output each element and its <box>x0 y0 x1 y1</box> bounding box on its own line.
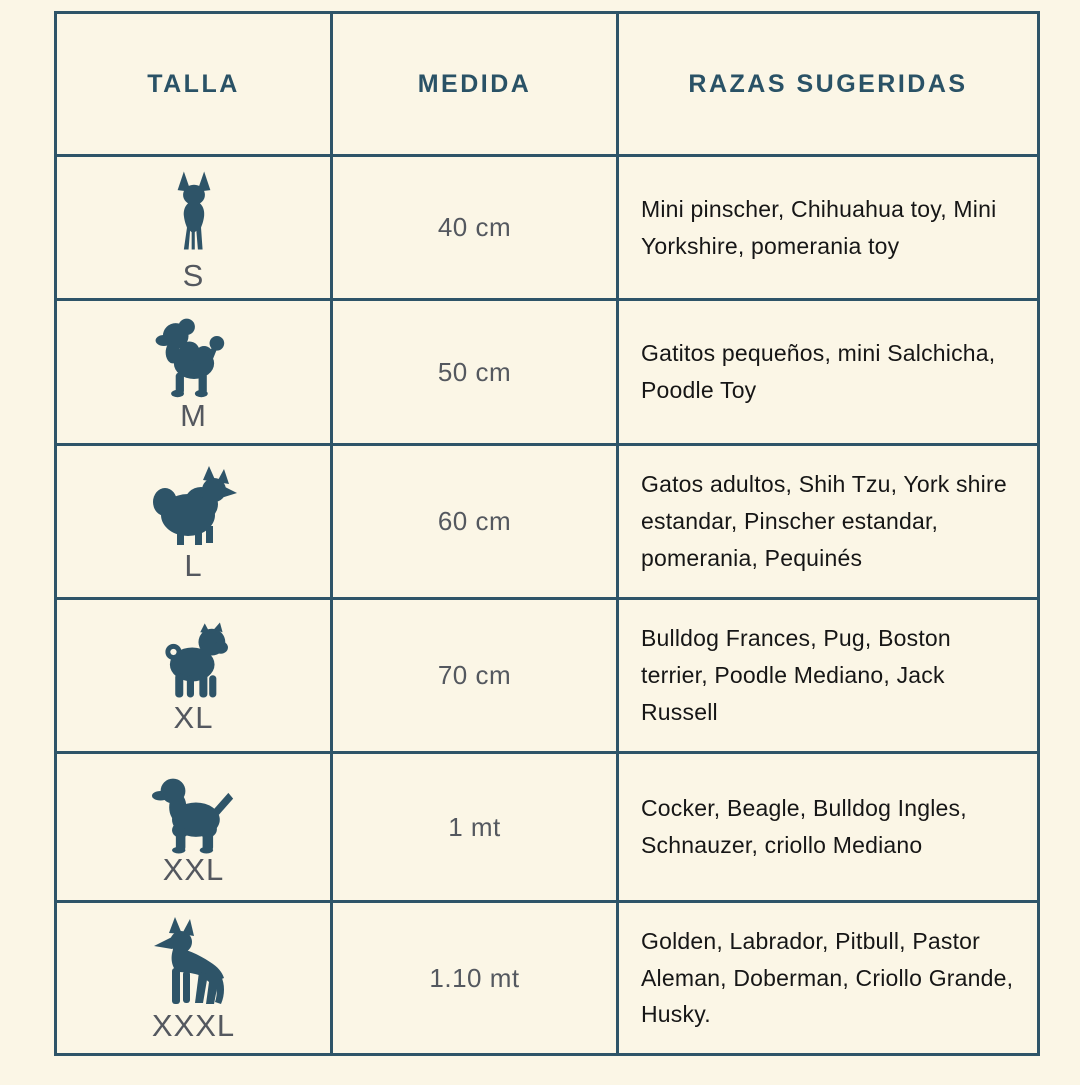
chihuahua-dog-icon <box>155 164 233 260</box>
size-chart-table: TALLA MEDIDA RAZAS SUGERIDAS S 40 cm Min… <box>54 11 1040 1056</box>
measure-value: 40 cm <box>437 212 512 242</box>
size-label: L <box>184 548 203 583</box>
breeds-text: Cocker, Beagle, Bulldog Ingles, Schnauze… <box>641 795 967 858</box>
german-shepherd-dog-icon <box>144 916 244 1010</box>
measure-value: 1.10 mt <box>429 962 520 993</box>
size-label: S <box>182 258 205 293</box>
pug-dog-icon <box>149 618 239 702</box>
measure-value: 1 mt <box>448 811 501 842</box>
column-header-medida: MEDIDA <box>333 14 619 154</box>
measure-value: 60 cm <box>437 506 512 536</box>
table-row-size-s: S 40 cm Mini pinscher, Chihuahua toy, Mi… <box>57 157 1037 301</box>
table-row-size-m: M 50 cm Gatitos pequeños, mini Salchicha… <box>57 301 1037 446</box>
table-row-size-xxl: XXL 1 mt Cocker, Beagle, Bulldog Ingles,… <box>57 754 1037 903</box>
column-header-talla: TALLA <box>57 14 333 154</box>
size-label: M <box>180 397 207 433</box>
table-row-size-xxxl: XXXL 1.10 mt Golden, Labrador, Pitbull, … <box>57 903 1037 1053</box>
cocker-spaniel-dog-icon <box>146 770 242 854</box>
table-row-size-l: L 60 cm Gatos adultos, Shih Tzu, York sh… <box>57 446 1037 600</box>
size-label: XXL <box>162 851 225 887</box>
breeds-text: Mini pinscher, Chihuahua toy, Mini Yorks… <box>641 195 997 259</box>
size-label: XXXL <box>151 1007 236 1043</box>
breeds-text: Gatitos pequeños, mini Salchicha, Poodle… <box>641 340 996 403</box>
column-header-razas: RAZAS SUGERIDAS <box>688 69 968 98</box>
table-row-size-xl: XL 70 cm Bulldog Frances, Pug, Boston te… <box>57 600 1037 754</box>
poodle-dog-icon <box>148 314 240 400</box>
breeds-text: Golden, Labrador, Pitbull, Pastor Aleman… <box>641 927 1014 1028</box>
breeds-text: Gatos adultos, Shih Tzu, York shire esta… <box>641 471 1007 571</box>
table-header-row: TALLA MEDIDA RAZAS SUGERIDAS <box>57 14 1037 157</box>
measure-value: 50 cm <box>437 356 512 387</box>
measure-value: 70 cm <box>437 660 512 690</box>
breeds-text: Bulldog Frances, Pug, Boston terrier, Po… <box>641 625 951 725</box>
size-label: XL <box>173 700 214 735</box>
pomeranian-dog-icon <box>144 462 244 550</box>
